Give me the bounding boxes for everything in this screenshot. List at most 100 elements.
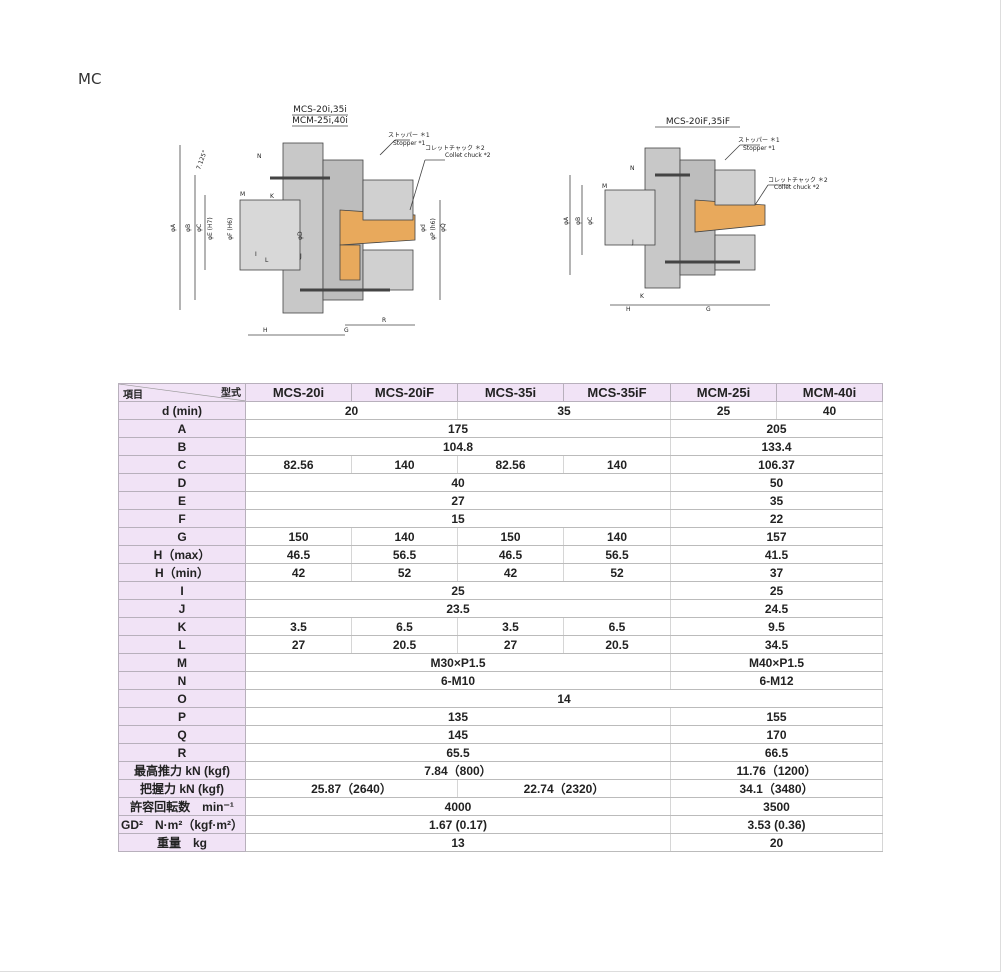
table-row: E 27 35: [118, 491, 883, 510]
dim-label: φA: [170, 223, 177, 232]
table-row: A 175 205: [118, 419, 883, 438]
dim-label: φF (H6): [227, 218, 234, 240]
table-row: K 3.5 6.5 3.5 6.5 9.5: [118, 617, 883, 636]
table-cell: 20: [670, 833, 883, 852]
table-cell: 140: [351, 455, 458, 474]
table-cell: 6-M12: [670, 671, 883, 690]
table-cell: 35: [457, 401, 671, 420]
dim-label: φB: [185, 224, 192, 232]
table-cell: 52: [563, 563, 671, 582]
table-cell: M30×P1.5: [245, 653, 671, 672]
callout: ストッパー ＊1: [388, 132, 430, 139]
dim-label: φd: [420, 224, 427, 232]
row-label: 許容回転数 min⁻¹: [118, 797, 246, 816]
table-row: G 150 140 150 140 157: [118, 527, 883, 546]
row-label: M: [118, 653, 246, 672]
table-cell: 140: [351, 527, 458, 546]
table-cell: 3.5: [245, 617, 352, 636]
table-cell: 145: [245, 725, 671, 744]
callout: Stopper *1: [393, 140, 426, 147]
table-cell: 135: [245, 707, 671, 726]
row-label: F: [118, 509, 246, 528]
table-cell: 66.5: [670, 743, 883, 762]
table-row: L 27 20.5 27 20.5 34.5: [118, 635, 883, 654]
callout: Collet chuck *2: [445, 152, 491, 159]
row-label: GD² N·m²（kgf·m²）: [118, 815, 246, 834]
dim-label: M: [602, 183, 607, 190]
row-label: A: [118, 419, 246, 438]
table-cell: 155: [670, 707, 883, 726]
drawing-title: MCS-20i,35i: [293, 105, 347, 115]
dim-label: R: [382, 317, 386, 324]
dim-label: H: [263, 327, 268, 334]
spec-table: 項目 型式 MCS-20i MCS-20iF MCS-35i MCS-35iF MCM-…: [118, 383, 883, 852]
row-label: N: [118, 671, 246, 690]
row-label: P: [118, 707, 246, 726]
table-row: I 25 25: [118, 581, 883, 600]
row-label: 重量 kg: [118, 833, 246, 852]
dim-label: 7.125°: [195, 149, 208, 170]
dim-label: I: [255, 251, 257, 258]
table-cell: 205: [670, 419, 883, 438]
table-cell: 3.5: [457, 617, 564, 636]
table-cell: 20: [245, 401, 458, 420]
table-cell: 27: [245, 635, 352, 654]
table-cell: 170: [670, 725, 883, 744]
table-cell: 52: [351, 563, 458, 582]
table-row: N 6-M10 6-M12: [118, 671, 883, 690]
table-row: GD² N·m²（kgf·m²） 1.67 (0.17) 3.53 (0.36): [118, 815, 883, 834]
corner-label: 項目: [123, 390, 143, 401]
row-label: G: [118, 527, 246, 546]
drawing-title: MCM-25i,40i: [292, 116, 348, 126]
table-cell: 6.5: [563, 617, 671, 636]
column-header: MCS-35iF: [563, 383, 671, 402]
table-cell: 24.5: [670, 599, 883, 618]
column-header: MCM-25i: [670, 383, 777, 402]
table-cell: 42: [457, 563, 564, 582]
table-cell: 27: [457, 635, 564, 654]
table-cell: 65.5: [245, 743, 671, 762]
row-label: E: [118, 491, 246, 510]
callout: コレットチャック ＊2: [768, 177, 828, 184]
dim-label: J: [631, 239, 634, 246]
row-label: D: [118, 473, 246, 492]
dim-label: φA: [563, 216, 570, 225]
table-cell: 82.56: [245, 455, 352, 474]
table-row: R 65.5 66.5: [118, 743, 883, 762]
table-cell: 104.8: [245, 437, 671, 456]
dim-label: N: [257, 153, 262, 160]
dim-label: G: [344, 327, 349, 334]
table-cell: 40: [245, 473, 671, 492]
row-label: 最高推力 kN (kgf): [118, 761, 246, 780]
row-label: 把握力 kN (kgf): [118, 779, 246, 798]
table-cell: 140: [563, 527, 671, 546]
row-label: J: [118, 599, 246, 618]
table-row: D 40 50: [118, 473, 883, 492]
table-row: P 135 155: [118, 707, 883, 726]
table-cell: 175: [245, 419, 671, 438]
heading: MC: [78, 70, 102, 88]
table-cell: 50: [670, 473, 883, 492]
table-cell: 37: [670, 563, 883, 582]
table-cell: 6.5: [351, 617, 458, 636]
table-row: 把握力 kN (kgf) 25.87（2640） 22.74（2320） 34.1（3…: [118, 779, 883, 798]
table-row: B 104.8 133.4: [118, 437, 883, 456]
dim-label: φQ: [440, 223, 447, 232]
row-label: L: [118, 635, 246, 654]
dim-label: L: [265, 257, 269, 264]
table-cell: 56.5: [351, 545, 458, 564]
drawing-left: MCS-20i,35i MCM-25i,40i: [179, 105, 445, 336]
table-row: 重量 kg 13 20: [118, 833, 883, 852]
row-label: H（min）: [118, 563, 246, 582]
row-label: Q: [118, 725, 246, 744]
table-cell: 133.4: [670, 437, 883, 456]
table-cell: 56.5: [563, 545, 671, 564]
dim-label: K: [270, 193, 275, 200]
table-cell: 15: [245, 509, 671, 528]
row-label: K: [118, 617, 246, 636]
table-row: M M30×P1.5 M40×P1.5: [118, 653, 883, 672]
table-cell: 6-M10: [245, 671, 671, 690]
row-label: C: [118, 455, 246, 474]
callout: コレットチャック ＊2: [425, 145, 485, 152]
